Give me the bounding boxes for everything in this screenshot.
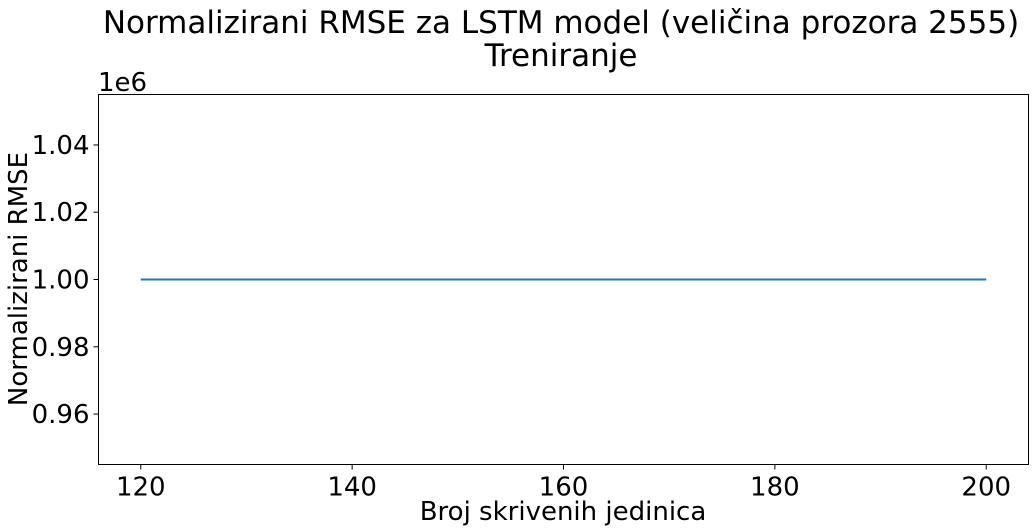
y-tick-label: 1.00 (32, 266, 90, 296)
y-tick-label: 1.04 (32, 131, 90, 161)
plot-area (98, 94, 1029, 465)
chart-title: Normalizirani RMSE za LSTM model (veliči… (103, 5, 1019, 41)
x-tick-label: 180 (750, 473, 800, 503)
x-axis-label: Broj skrivenih jedinica (420, 497, 707, 527)
chart-subtitle: Treniranje (484, 38, 638, 74)
x-tick-label: 140 (327, 473, 377, 503)
x-tick-label: 120 (116, 473, 166, 503)
y-axis-ticks: 0.96 0.98 1.00 1.02 1.04 (32, 131, 99, 430)
y-axis-label: Normalizirani RMSE (4, 152, 34, 406)
x-tick-label: 200 (961, 473, 1011, 503)
x-axis-ticks: 120 140 160 180 200 (116, 464, 1011, 503)
y-tick-label: 0.98 (32, 333, 90, 363)
x-tick-label: 160 (539, 473, 589, 503)
y-tick-label: 1.02 (32, 198, 90, 228)
y-axis-offset-label: 1e6 (98, 68, 147, 98)
y-tick-label: 0.96 (32, 400, 90, 430)
